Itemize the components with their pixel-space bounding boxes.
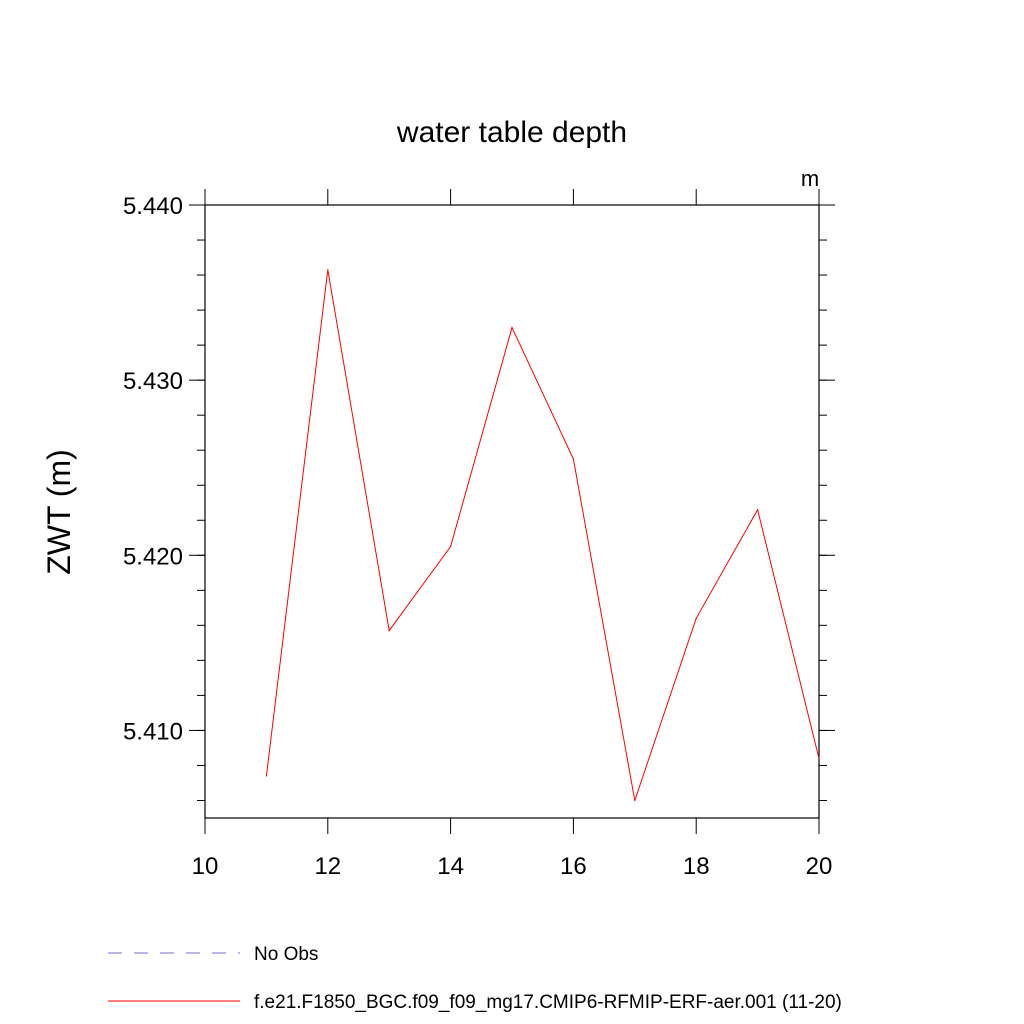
plot-frame [204,204,820,819]
y-tick-label: 5.410 [123,718,183,745]
y-tick-label: 5.440 [123,193,183,220]
x-tick-label: 18 [683,853,710,880]
x-tick-label: 14 [437,853,464,880]
chart-title: water table depth [396,116,627,149]
data-point [327,269,329,271]
legend-label-no-obs: No Obs [254,944,318,965]
data-point [450,545,452,548]
x-tick-label: 12 [314,853,341,880]
data-point [818,757,820,760]
data-point [757,509,759,511]
legend-label-model: f.e21.F1850_BGC.f09_f09_mg17.CMIP6-RFMIP… [254,992,842,1013]
legend: No Obs f.e21.F1850_BGC.f09_f09_mg17.CMIP… [108,944,842,1013]
x-tick-label: 20 [806,853,833,880]
series-line-0 [265,269,820,801]
data-point [695,617,697,619]
series-group [265,269,820,802]
units-label: m [801,166,819,191]
data-point [511,327,513,329]
y-tick-label: 5.420 [123,543,183,570]
y-tick-label: 5.430 [123,368,183,395]
data-point [572,458,575,460]
data-point [388,629,390,632]
data-point [634,799,636,802]
x-tick-label: 16 [560,853,587,880]
data-point [265,775,267,777]
y-axis-label: ZWT (m) [41,449,77,575]
x-tick-label: 10 [192,853,219,880]
axis-ticks: 10 12 14 16 18 20 5.410 5.420 5.430 5.440 [123,189,835,880]
